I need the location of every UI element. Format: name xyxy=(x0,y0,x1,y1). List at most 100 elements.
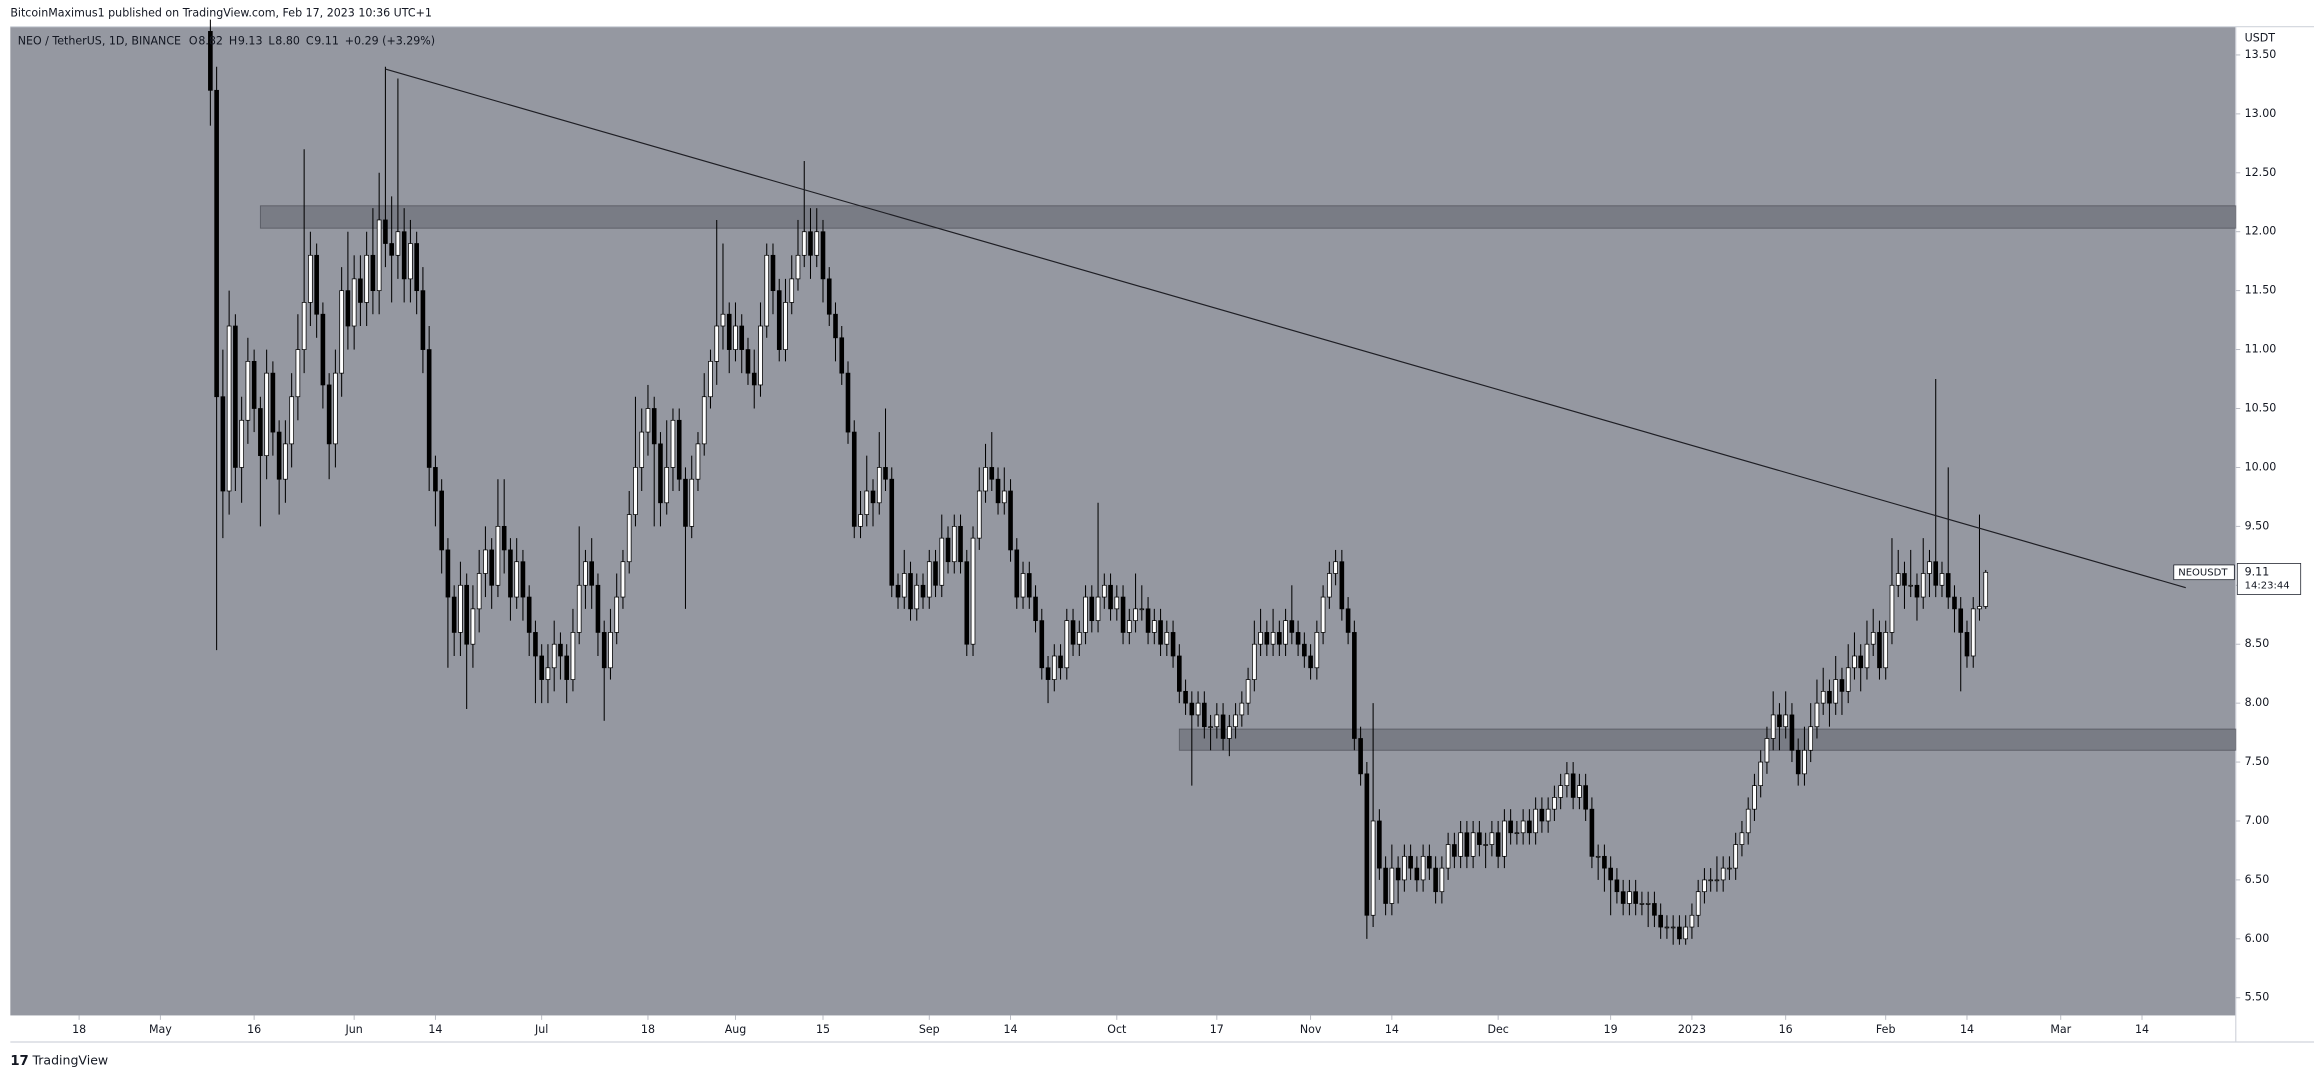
candle-body xyxy=(1727,867,1732,870)
candle-body xyxy=(839,337,845,374)
candle-body xyxy=(1627,891,1632,904)
candle-body xyxy=(1870,632,1876,645)
footer-logo: 𝟭𝟳 xyxy=(10,1054,28,1069)
x-tick-label: 14 xyxy=(2135,1023,2149,1036)
candle-body xyxy=(1927,561,1932,574)
candle-body xyxy=(1758,761,1763,786)
candle-body xyxy=(276,431,282,480)
candle-body xyxy=(1352,632,1357,739)
x-tick-label: Jul xyxy=(534,1023,548,1036)
price-tag xyxy=(2236,563,2302,595)
plot-background xyxy=(10,26,2236,1016)
candle-body xyxy=(1620,891,1626,904)
candle-body xyxy=(214,89,219,398)
candle-body xyxy=(1970,608,1976,657)
candle-body xyxy=(1908,584,1914,587)
candle-body xyxy=(895,584,901,598)
x-tick-label: 19 xyxy=(1604,1023,1618,1036)
candle-body xyxy=(1920,573,1926,598)
candle-body xyxy=(795,254,801,280)
candle-body xyxy=(1314,632,1320,669)
y-tick-label: 7.50 xyxy=(2245,755,2270,768)
candle-body xyxy=(870,490,876,504)
candle-body xyxy=(1614,879,1620,893)
candle-body xyxy=(233,325,238,468)
candle-body xyxy=(395,231,401,256)
candle-body xyxy=(1652,903,1657,916)
candle-body xyxy=(920,584,926,598)
candle-body xyxy=(714,325,720,362)
candle-body xyxy=(914,584,920,610)
candle-body xyxy=(470,608,476,645)
overlay: NEO / TetherUS, 1D, BINANCE O 8.82 H 9.13 L 8… xyxy=(18,34,435,47)
legend-c-label: C xyxy=(306,34,314,47)
candle-body xyxy=(245,360,251,421)
candle-body xyxy=(1414,867,1420,881)
candle-body xyxy=(1264,632,1270,645)
candle-body xyxy=(1145,608,1151,633)
candle-body xyxy=(1608,867,1613,881)
x-tick-label: 15 xyxy=(816,1023,830,1036)
candle-body xyxy=(1464,832,1470,857)
candle-body xyxy=(376,219,382,292)
candle-body xyxy=(1658,914,1663,928)
candle-body xyxy=(1827,690,1832,704)
candle-body xyxy=(751,372,757,386)
candle-body xyxy=(1733,844,1738,869)
candle-body xyxy=(664,467,670,504)
candle-body xyxy=(433,467,438,492)
candle-body xyxy=(939,537,945,586)
candle-body xyxy=(1495,832,1501,857)
candle-body xyxy=(445,549,451,598)
candle-body xyxy=(1689,914,1695,928)
candle-body xyxy=(1714,879,1720,882)
candle-body xyxy=(764,254,770,327)
candle-body xyxy=(1570,773,1576,798)
candle-body xyxy=(1189,702,1195,716)
candle-body xyxy=(1195,702,1201,716)
candle-body xyxy=(926,561,932,598)
candle-body xyxy=(476,573,482,610)
candle-body xyxy=(1577,785,1582,798)
candle-body xyxy=(1895,573,1901,586)
candle-body xyxy=(420,290,426,350)
candle-body xyxy=(851,431,857,527)
candle-body xyxy=(308,254,313,303)
candle-body xyxy=(1589,808,1595,857)
candle-body xyxy=(1370,820,1376,916)
candle-body xyxy=(1283,620,1288,645)
candle-body xyxy=(1252,643,1257,680)
candle-body xyxy=(1739,832,1745,845)
candle-body xyxy=(595,584,601,633)
y-tick-label: 8.00 xyxy=(2245,696,2270,709)
candle-body xyxy=(1883,632,1889,669)
candle-body xyxy=(326,384,332,445)
legend-o-label: O xyxy=(189,34,198,47)
chart-title: NEO / TetherUS, 1D, BINANCE xyxy=(18,34,181,47)
candle-body xyxy=(1202,702,1207,728)
candle-body xyxy=(458,584,463,633)
candle-body xyxy=(1477,832,1482,845)
x-tick-label: Jun xyxy=(345,1023,363,1036)
publisher: BitcoinMaximus1 published on TradingView… xyxy=(10,6,432,19)
candle-body xyxy=(1308,655,1313,669)
candle-body xyxy=(583,561,588,586)
candle-body xyxy=(1833,679,1839,704)
trendline xyxy=(385,68,2186,589)
candle-body xyxy=(1095,596,1101,622)
y-tick-label: 5.50 xyxy=(2245,991,2270,1004)
candle-body xyxy=(1233,714,1238,728)
candle-body xyxy=(1527,820,1532,834)
candle-body xyxy=(1983,571,1989,607)
candle-body xyxy=(1489,832,1495,845)
candle-body xyxy=(1564,773,1570,786)
candle-body xyxy=(1152,620,1157,633)
y-tick-label: 9.50 xyxy=(2245,519,2270,532)
candle-body xyxy=(845,372,851,433)
candle-body xyxy=(676,419,682,480)
x-tick-label: Oct xyxy=(1107,1023,1127,1036)
candle-body xyxy=(1595,855,1601,858)
y-tick-label: 13.50 xyxy=(2245,48,2277,61)
x-tick-label: 14 xyxy=(1385,1023,1399,1036)
